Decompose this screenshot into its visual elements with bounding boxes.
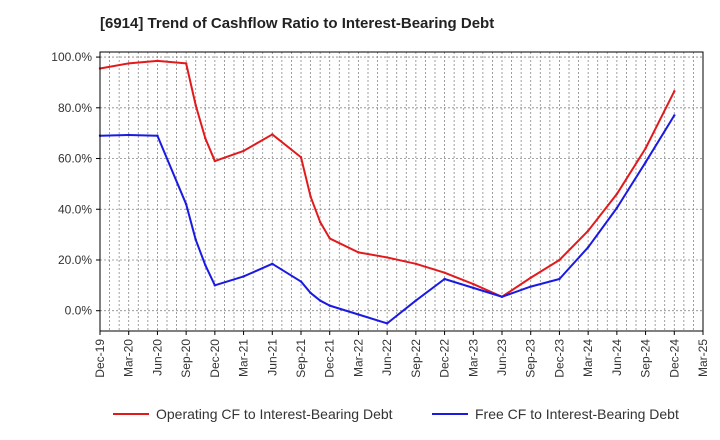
legend-label-2: Free CF to Interest-Bearing Debt <box>475 406 679 422</box>
data-point-1 <box>615 192 619 196</box>
x-tick-label: Sep-24 <box>639 339 653 378</box>
x-tick-label: Jun-23 <box>495 339 509 376</box>
x-tick-label: Dec-23 <box>552 339 566 378</box>
data-point-2 <box>615 206 619 210</box>
x-tick-label: Dec-21 <box>323 339 337 378</box>
data-point-1 <box>213 159 217 163</box>
x-tick-label: Jun-21 <box>265 339 279 376</box>
data-point-2 <box>443 277 446 281</box>
x-tick-label: Dec-24 <box>667 339 681 378</box>
data-point-2 <box>414 299 418 302</box>
data-point-1 <box>309 195 312 198</box>
grid <box>99 52 704 331</box>
data-point-1 <box>586 229 590 233</box>
data-point-1 <box>127 62 130 65</box>
data-point-1 <box>472 282 475 286</box>
data-point-1 <box>318 220 322 224</box>
series-layer <box>98 59 676 325</box>
axes: 0.0% 20.0% 40.0% 60.0% 80.0% 100.0% Dec-19 Mar-… <box>51 50 710 378</box>
legend-label-1: Operating CF to Interest-Bearing Debt <box>156 406 393 422</box>
x-tick-label: Dec-19 <box>93 339 107 378</box>
x-tick-label: Mar-20 <box>122 339 136 377</box>
data-point-1 <box>385 256 389 259</box>
data-point-1 <box>357 251 360 254</box>
x-tick-label: Jun-22 <box>380 339 394 376</box>
x-tick-label: Dec-22 <box>438 339 452 378</box>
data-point-2 <box>385 322 389 325</box>
x-tick-label: Mar-22 <box>351 339 365 377</box>
data-point-2 <box>271 262 274 265</box>
data-point-2 <box>204 263 207 267</box>
data-point-2 <box>184 202 188 206</box>
x-tick-label: Sep-20 <box>179 339 193 378</box>
data-point-2 <box>558 277 561 281</box>
data-point-2 <box>673 114 676 117</box>
x-tick-label: Jun-24 <box>610 339 624 376</box>
data-point-1 <box>242 149 245 153</box>
data-point-2 <box>299 280 303 283</box>
data-point-1 <box>443 271 446 274</box>
x-tick-label: Mar-23 <box>466 339 480 377</box>
legend: Operating CF to Interest-Bearing Debt Fre… <box>113 406 679 422</box>
y-tick-label: 40.0% <box>58 202 92 216</box>
data-point-2 <box>529 285 532 288</box>
data-point-1 <box>299 156 303 159</box>
chart-title: [6914] Trend of Cashflow Ratio to Intere… <box>100 15 495 32</box>
x-tick-label: Dec-20 <box>208 339 222 378</box>
x-tick-label: Sep-22 <box>409 339 423 378</box>
y-tick-label: 80.0% <box>58 101 92 115</box>
data-point-1 <box>156 59 159 63</box>
data-point-2 <box>586 246 590 249</box>
x-tick-label: Sep-23 <box>524 339 538 378</box>
data-point-2 <box>213 284 217 287</box>
y-tick-label: 20.0% <box>58 253 92 267</box>
data-point-2 <box>194 238 197 241</box>
x-tick-label: Sep-21 <box>294 339 308 378</box>
data-point-2 <box>242 275 245 278</box>
data-point-1 <box>644 147 647 150</box>
x-tick-label: Mar-21 <box>237 339 251 377</box>
plot-frame <box>99 51 704 332</box>
data-point-1 <box>529 276 532 279</box>
data-point-2 <box>644 161 647 164</box>
data-point-1 <box>414 262 418 265</box>
plot-area <box>100 52 703 331</box>
x-tick-label: Mar-24 <box>581 339 595 377</box>
data-point-2 <box>328 304 331 307</box>
x-tick-label: Jun-20 <box>150 339 164 376</box>
data-point-1 <box>558 258 561 262</box>
data-point-1 <box>194 104 197 107</box>
y-tick-label: 60.0% <box>58 152 92 166</box>
data-point-1 <box>328 237 331 240</box>
data-point-2 <box>156 134 159 137</box>
data-point-1 <box>673 90 676 93</box>
data-point-1 <box>204 137 207 140</box>
data-point-2 <box>500 295 504 298</box>
y-tick-label: 0.0% <box>65 304 93 318</box>
data-point-2 <box>309 291 312 295</box>
data-point-2 <box>472 286 475 290</box>
data-point-2 <box>318 299 322 302</box>
y-tick-label: 100.0% <box>51 50 92 64</box>
data-point-1 <box>271 133 274 136</box>
data-point-1 <box>184 62 188 65</box>
x-tick-label: Mar-25 <box>696 339 710 377</box>
data-point-2 <box>357 313 360 316</box>
data-point-2 <box>127 133 130 137</box>
